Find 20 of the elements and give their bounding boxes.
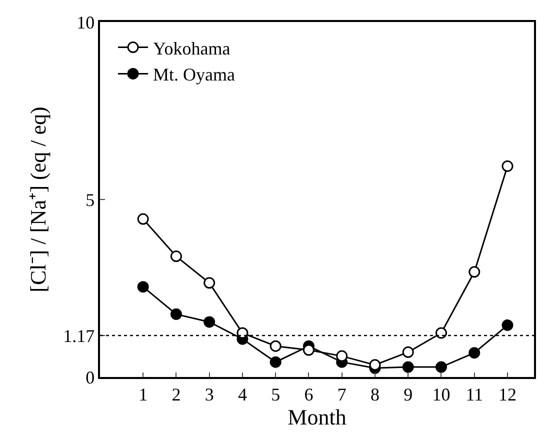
- y-tick-label: 1.17: [63, 326, 95, 346]
- x-tick-label: 11: [466, 384, 484, 404]
- x-tick-label: 3: [204, 384, 214, 404]
- x-tick-label: 4: [238, 384, 247, 404]
- x-axis-title: Month: [288, 404, 346, 430]
- x-tick-label: 7: [337, 384, 346, 404]
- x-tick-label: 2: [172, 384, 181, 404]
- x-tick-label: 1: [138, 384, 148, 404]
- y-tick-label: 10: [76, 12, 95, 32]
- legend-label: Yokohama: [153, 38, 230, 58]
- x-tick-label: 12: [498, 384, 516, 404]
- y-tick-label: 5: [86, 190, 95, 210]
- y-tick-label: 0: [86, 367, 95, 388]
- y-axis-title: [Cl⁻] / [Na⁺] (eq / eq): [26, 106, 50, 292]
- x-tick-label: 6: [304, 384, 314, 404]
- x-tick-label: 9: [404, 384, 413, 404]
- x-tick-label: 5: [271, 384, 280, 404]
- legend-label: Mt. Oyama: [153, 64, 236, 85]
- x-tick-label: 10: [432, 384, 450, 404]
- x-tick-label: 8: [370, 384, 380, 404]
